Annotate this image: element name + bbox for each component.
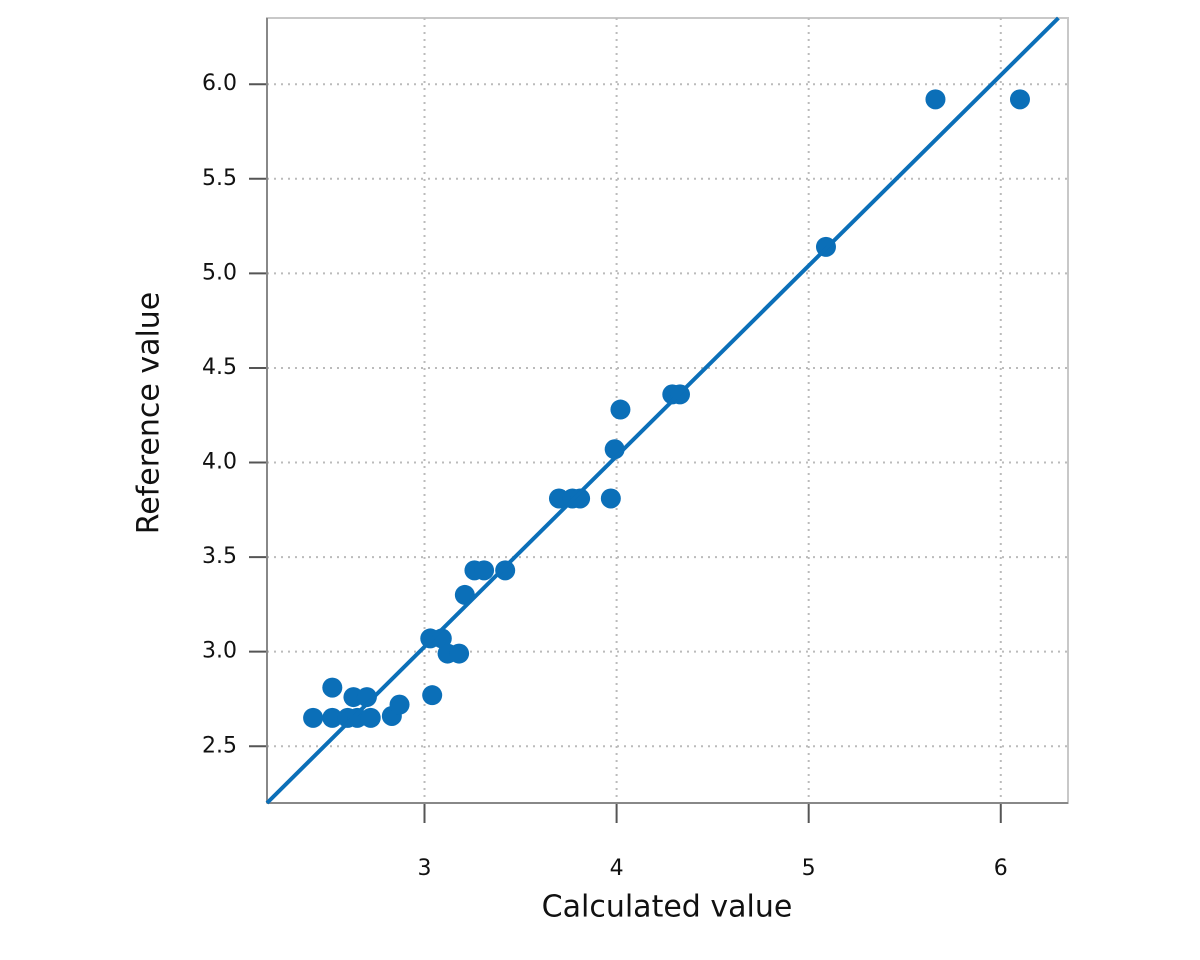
y-tick-label: 3.0 <box>202 639 237 664</box>
y-tick-label: 6.0 <box>202 71 237 96</box>
x-axis-title: Calculated value <box>542 890 793 925</box>
point <box>360 707 381 728</box>
point <box>449 643 470 664</box>
point <box>925 89 946 110</box>
fit-line <box>265 16 1060 805</box>
x-tick-label: 6 <box>994 856 1008 881</box>
y-tick-label: 4.5 <box>202 355 237 380</box>
y-tick-label: 5.0 <box>202 260 237 285</box>
y-tick-label: 4.0 <box>202 450 237 475</box>
point <box>570 488 591 509</box>
point <box>356 687 377 708</box>
x-tick-label: 3 <box>418 856 432 881</box>
point <box>495 560 516 581</box>
point <box>610 399 631 420</box>
y-tick-label: 3.5 <box>202 544 237 569</box>
point <box>1009 89 1030 110</box>
point <box>422 685 443 706</box>
y-axis-title: Reference value <box>132 292 167 535</box>
point <box>389 694 410 715</box>
y-tick-label: 5.5 <box>202 166 237 191</box>
point <box>322 707 343 728</box>
point <box>474 560 495 581</box>
point <box>600 488 621 509</box>
point <box>303 707 324 728</box>
x-tick-label: 5 <box>802 856 816 881</box>
x-tick-label: 4 <box>610 856 624 881</box>
point <box>322 677 343 698</box>
y-tick-label: 2.5 <box>202 733 237 758</box>
